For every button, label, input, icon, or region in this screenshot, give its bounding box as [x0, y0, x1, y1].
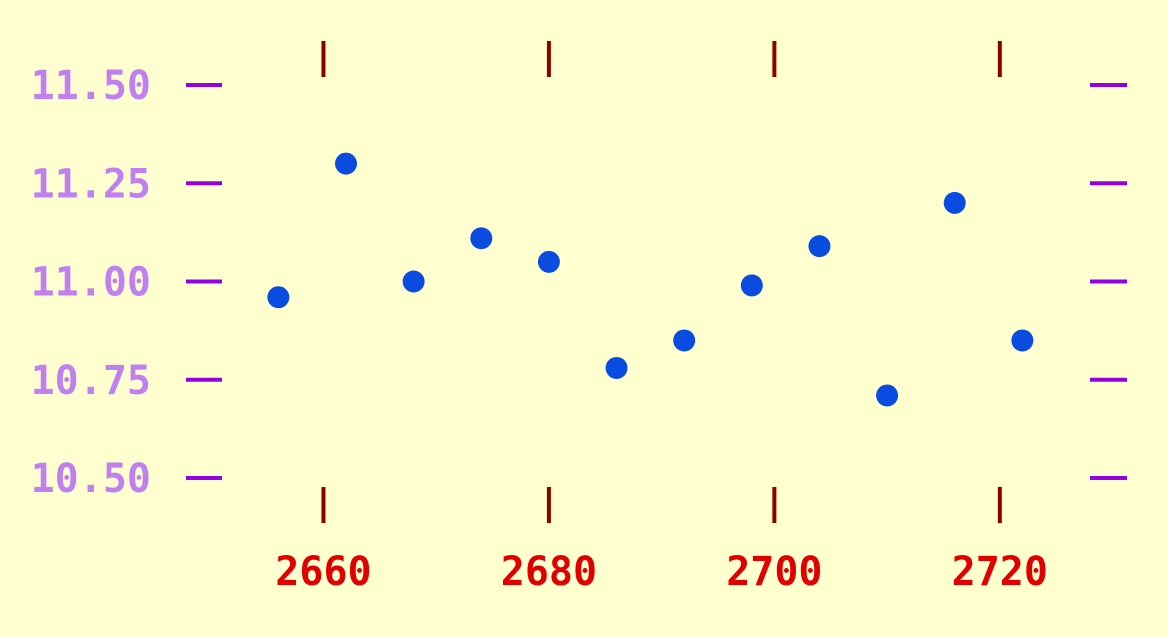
- x-tick-label: 2720: [952, 549, 1048, 595]
- x-tick-label: 2700: [726, 549, 822, 595]
- data-point: [876, 384, 899, 407]
- data-points: [267, 152, 1034, 407]
- y-tick-label: 11.50: [31, 63, 151, 109]
- y-tick-label: 10.75: [31, 358, 151, 404]
- y-axis-ticks-right: [1090, 83, 1127, 480]
- x-axis-tick-labels: 2660 2680 2700 2720: [275, 549, 1048, 595]
- x-tick-label: 2680: [501, 549, 597, 595]
- data-point: [740, 274, 763, 297]
- x-axis-ticks-top: [321, 41, 1002, 77]
- data-point: [1011, 329, 1034, 352]
- data-point: [673, 329, 696, 352]
- x-axis-ticks-bottom: [321, 487, 1002, 523]
- data-point: [605, 356, 628, 379]
- data-point: [470, 227, 493, 250]
- y-tick-label: 10.50: [31, 456, 151, 502]
- y-axis-tick-labels: 10.50 10.75 11.00 11.25 11.50: [31, 63, 151, 502]
- data-point: [335, 152, 357, 175]
- y-axis-ticks-left: [186, 83, 222, 480]
- y-tick-label: 11.00: [31, 260, 151, 306]
- data-point: [402, 270, 425, 293]
- data-point: [808, 235, 831, 258]
- data-point: [537, 250, 560, 273]
- data-point: [943, 191, 966, 214]
- x-tick-label: 2660: [275, 549, 371, 595]
- y-tick-label: 11.25: [31, 161, 151, 207]
- data-point: [267, 286, 290, 309]
